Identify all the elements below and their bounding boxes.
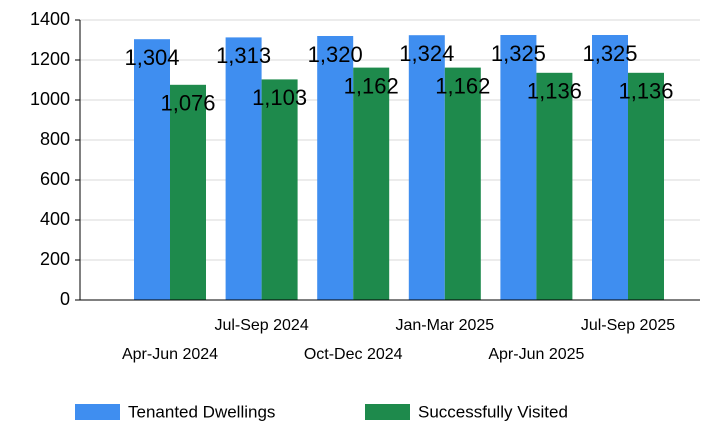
bar [536,72,573,300]
legend-swatch [365,404,410,420]
x-tick-label: Jul-Sep 2025 [581,317,675,334]
bar [317,36,354,300]
data-label: 1,325 [582,41,637,66]
data-label: 1,325 [491,41,546,66]
y-tick-label: 400 [40,209,70,229]
y-tick-label: 600 [40,169,70,189]
bar [134,39,170,300]
y-tick-label: 0 [60,289,70,309]
legend-swatch [75,404,120,420]
legend-label: Tenanted Dwellings [128,402,275,421]
data-label: 1,103 [252,85,307,110]
bar [500,35,537,300]
x-tick-label: Jul-Sep 2024 [214,317,308,334]
x-tick-label: Oct-Dec 2024 [304,346,403,363]
data-label: 1,320 [308,42,363,67]
x-tick-label: Apr-Jun 2025 [488,346,584,363]
y-tick-label: 1200 [30,49,70,69]
bar [592,35,628,300]
y-tick-label: 200 [40,249,70,269]
data-label: 1,136 [618,79,673,104]
x-tick-label: Apr-Jun 2024 [122,346,218,363]
bar [170,84,206,300]
data-label: 1,162 [344,73,399,98]
data-label: 1,304 [124,45,179,70]
data-label: 1,324 [399,41,454,66]
x-tick-label: Jan-Mar 2025 [395,317,494,334]
data-label: 1,136 [527,79,582,104]
y-tick-label: 1400 [30,9,70,29]
data-label: 1,162 [435,73,490,98]
bar [353,67,390,300]
bar [261,79,298,301]
bar [408,35,445,300]
bar [444,67,481,300]
bar [628,72,664,300]
y-tick-label: 800 [40,129,70,149]
data-label: 1,076 [160,91,215,116]
bar [225,37,262,301]
legend-label: Successfully Visited [418,402,568,421]
y-tick-label: 1000 [30,89,70,109]
data-label: 1,313 [216,43,271,68]
